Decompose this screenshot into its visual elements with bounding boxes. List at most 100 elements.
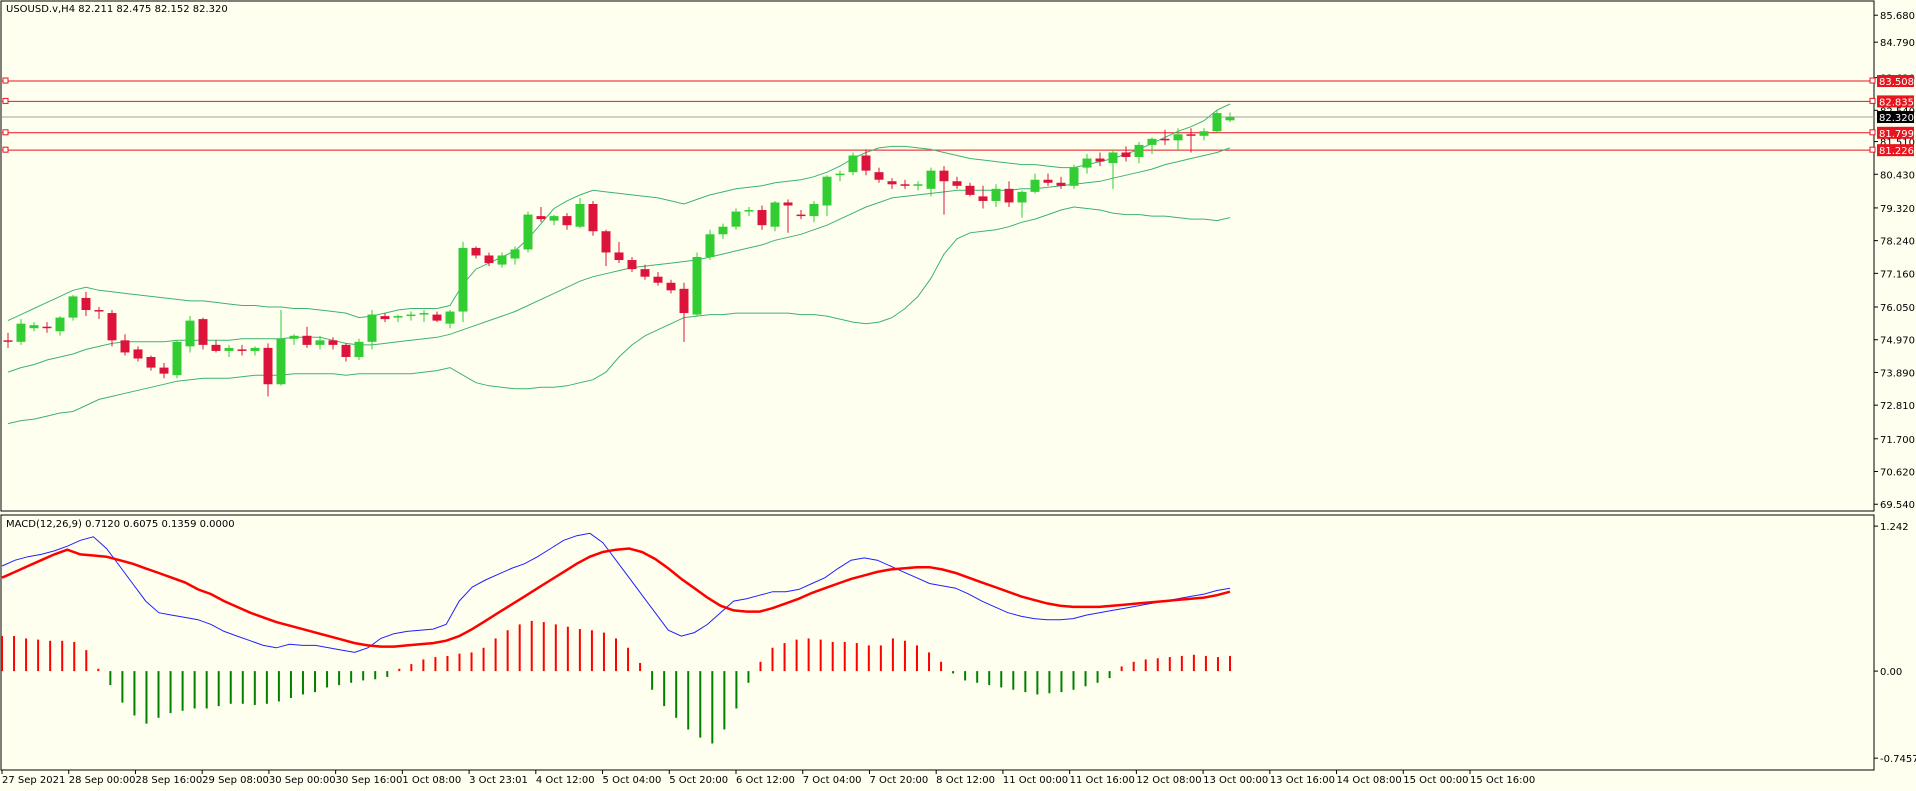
candle-body [835,173,845,176]
candle-body [809,203,819,217]
candle-body [393,316,403,318]
bollinger-lower-band [7,206,1231,425]
level-handle [2,77,9,84]
candle-body [419,313,429,315]
candle-body [1069,167,1079,186]
x-tick-label: 30 Sep 16:00 [336,775,403,786]
current-price-label: 82.320 [1879,113,1914,124]
y-tick-label: 77.160 [1880,269,1915,280]
level-price-tag [1877,75,1914,88]
candle-body [1225,117,1235,121]
candle-body [913,184,923,186]
candle-body [887,181,897,185]
x-tick-label: 7 Oct 20:00 [869,775,928,786]
candle-body [1056,182,1066,186]
candle-body [55,317,65,332]
signal-line [1,547,1231,648]
candle-body [718,226,728,235]
candle-body [848,155,858,173]
candle-body [276,338,286,385]
level-handle [2,129,9,136]
candle-body [1160,138,1170,141]
candle-body [172,341,182,376]
candle-body [497,255,507,265]
y-tick-label: 84.790 [1880,38,1915,49]
candle-body [1121,152,1131,158]
level-handle [2,146,9,153]
x-tick-label: 15 Oct 00:00 [1403,775,1468,786]
candle-body [198,319,208,345]
candle-body [81,297,91,311]
x-tick-label: 14 Oct 08:00 [1337,775,1402,786]
candle-body [328,340,338,345]
x-tick-label: 7 Oct 04:00 [803,775,862,786]
macd-title: MACD(12,26,9) 0.7120 0.6075 0.1359 0.000… [6,519,235,530]
candle-body [549,216,559,221]
candle-body [627,260,637,270]
candle-body [744,210,754,212]
candle-body [1108,152,1118,164]
candle-body [302,335,312,345]
candle-body [471,247,481,256]
candle-body [354,341,364,357]
candle-body [757,210,767,226]
candle-body [380,316,390,320]
candle-body [1004,188,1014,203]
candle-body [783,202,793,206]
candle-body [679,288,689,314]
candle-body [692,257,702,315]
level-price-tag [1877,95,1914,108]
level-price-tag [1877,126,1914,139]
y-tick-label: 80.430 [1880,170,1915,181]
candle-body [900,184,910,186]
candle-body [146,356,156,368]
candle-body [185,320,195,347]
candle-body [575,203,585,227]
x-tick-label: 8 Oct 12:00 [936,775,995,786]
candle-body [289,335,299,339]
candle-body [523,214,533,250]
y-tick-label: 79.320 [1880,204,1915,215]
candle-body [1082,158,1092,168]
x-tick-label: 15 Oct 16:00 [1470,775,1535,786]
candle-body [133,349,143,359]
candle-body [796,214,806,217]
x-tick-label: 30 Sep 00:00 [269,775,336,786]
candle-body [68,296,78,318]
y-tick-label: 70.620 [1880,468,1915,479]
x-tick-label: 13 Oct 00:00 [1203,775,1268,786]
y-tick-label: 69.540 [1880,500,1915,511]
candle-body [263,347,273,385]
candle-body [978,196,988,201]
candle-body [1030,179,1040,192]
bollinger-middle-band [7,147,1231,373]
x-tick-label: 13 Oct 16:00 [1270,775,1335,786]
candle-body [1199,131,1209,136]
x-tick-label: 11 Oct 16:00 [1070,775,1135,786]
level-price-tag [1877,144,1914,157]
level-price-label: 82.835 [1879,97,1914,108]
candle-body [250,347,260,351]
candle-body [224,347,234,351]
candle-body [965,185,975,195]
candle-body [16,323,26,342]
candle-body [94,310,104,312]
macd-panel-frame [0,514,1875,771]
candle-body [107,313,117,341]
candle-body [926,170,936,189]
x-tick-label: 27 Sep 2021 [2,775,65,786]
level-handle [1869,129,1876,136]
candle-body [458,247,468,312]
x-tick-label: 28 Sep 16:00 [135,775,202,786]
x-tick-label: 1 Oct 08:00 [402,775,461,786]
x-tick-label: 5 Oct 20:00 [669,775,728,786]
y-tick-label: 85.680 [1880,11,1915,22]
candle-body [237,349,247,351]
candle-body [367,314,377,342]
candle-body [1017,191,1027,203]
candle-body [536,216,546,220]
candle-body [640,269,650,277]
level-handle [1869,97,1876,104]
candle-body [120,340,130,353]
